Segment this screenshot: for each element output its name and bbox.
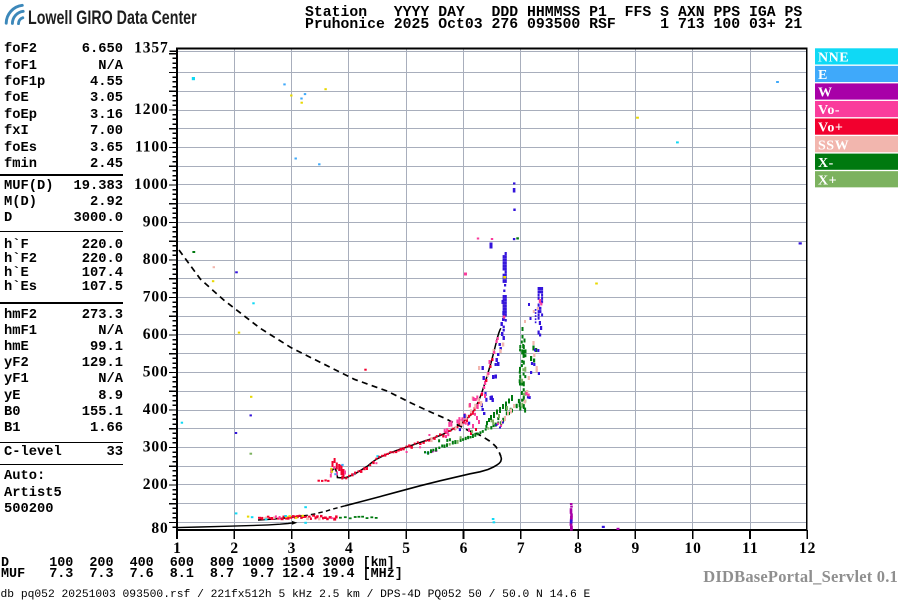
- svg-text:8: 8: [574, 540, 583, 557]
- svg-text:400: 400: [143, 401, 169, 418]
- svg-text:10: 10: [684, 540, 701, 557]
- svg-text:1100: 1100: [135, 138, 169, 155]
- svg-text:5: 5: [402, 540, 411, 557]
- svg-text:500: 500: [143, 363, 169, 380]
- svg-text:600: 600: [143, 326, 169, 343]
- svg-text:300: 300: [143, 438, 169, 455]
- svg-text:6: 6: [460, 540, 469, 557]
- svg-text:Vo-: Vo-: [818, 103, 840, 118]
- svg-text:X-: X-: [818, 156, 834, 171]
- svg-text:3: 3: [288, 540, 297, 557]
- svg-text:Vo+: Vo+: [818, 121, 843, 136]
- svg-text:7: 7: [517, 540, 526, 557]
- svg-text:11: 11: [742, 540, 758, 557]
- svg-text:9: 9: [631, 540, 640, 557]
- svg-text:1200: 1200: [134, 101, 169, 118]
- svg-text:900: 900: [143, 213, 169, 230]
- svg-text:SSW: SSW: [818, 138, 849, 153]
- svg-text:1: 1: [173, 540, 182, 557]
- svg-text:80: 80: [151, 520, 168, 537]
- svg-text:12: 12: [799, 540, 816, 557]
- svg-text:1357: 1357: [134, 40, 169, 57]
- svg-text:X+: X+: [818, 173, 837, 188]
- svg-text:4: 4: [345, 540, 354, 557]
- svg-text:1000: 1000: [134, 176, 169, 193]
- svg-text:NNE: NNE: [818, 51, 849, 66]
- svg-text:W: W: [818, 86, 833, 101]
- svg-text:200: 200: [143, 476, 169, 493]
- svg-text:2: 2: [230, 540, 239, 557]
- svg-text:800: 800: [143, 251, 169, 268]
- svg-text:700: 700: [143, 288, 169, 305]
- svg-text:E: E: [818, 68, 828, 83]
